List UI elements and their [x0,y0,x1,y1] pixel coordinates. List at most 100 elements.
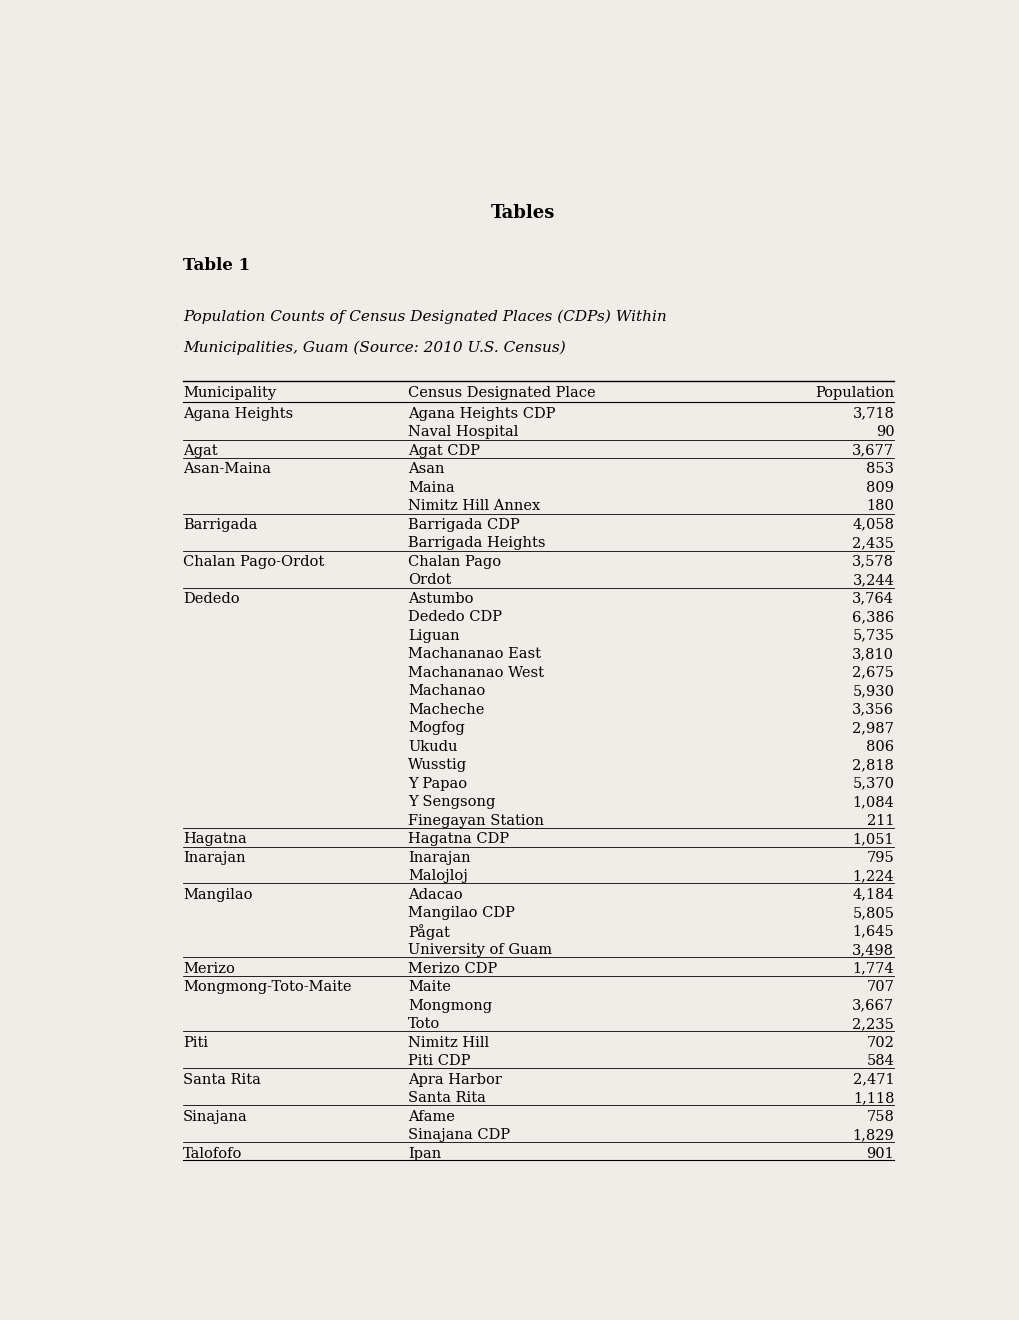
Text: Asan-Maina: Asan-Maina [182,462,271,477]
Text: Liguan: Liguan [408,628,460,643]
Text: Ordot: Ordot [408,573,451,587]
Text: Piti CDP: Piti CDP [408,1055,470,1068]
Text: 3,498: 3,498 [852,942,894,957]
Text: Malojloj: Malojloj [408,869,468,883]
Text: 901: 901 [866,1147,894,1160]
Text: Sinajana CDP: Sinajana CDP [408,1129,510,1142]
Text: Dededo CDP: Dededo CDP [408,610,501,624]
Text: Mangilao: Mangilao [182,887,252,902]
Text: Nimitz Hill Annex: Nimitz Hill Annex [408,499,540,513]
Text: 1,118: 1,118 [852,1092,894,1105]
Text: Asan: Asan [408,462,444,477]
Text: University of Guam: University of Guam [408,942,551,957]
Text: Machananao West: Machananao West [408,665,543,680]
Text: Pågat: Pågat [408,924,449,940]
Text: 6,386: 6,386 [851,610,894,624]
Text: Hagatna CDP: Hagatna CDP [408,832,508,846]
Text: Y Papao: Y Papao [408,776,467,791]
Text: Santa Rita: Santa Rita [408,1092,485,1105]
Text: Municipalities, Guam (Source: 2010 U.S. Census): Municipalities, Guam (Source: 2010 U.S. … [182,341,565,355]
Text: Naval Hospital: Naval Hospital [408,425,518,440]
Text: Mongmong-Toto-Maite: Mongmong-Toto-Maite [182,979,351,994]
Text: Barrigada: Barrigada [182,517,257,532]
Text: 2,818: 2,818 [852,758,894,772]
Text: Chalan Pago-Ordot: Chalan Pago-Ordot [182,554,324,569]
Text: 702: 702 [865,1036,894,1049]
Text: 5,805: 5,805 [852,906,894,920]
Text: Machananao East: Machananao East [408,647,541,661]
Text: Census Designated Place: Census Designated Place [408,385,595,400]
Text: 1,084: 1,084 [852,795,894,809]
Text: Talofofo: Talofofo [182,1147,242,1160]
Text: Nimitz Hill: Nimitz Hill [408,1036,489,1049]
Text: Y Sengsong: Y Sengsong [408,795,495,809]
Text: 2,435: 2,435 [852,536,894,550]
Text: 2,235: 2,235 [852,1016,894,1031]
Text: Piti: Piti [182,1036,208,1049]
Text: 707: 707 [865,979,894,994]
Text: Ipan: Ipan [408,1147,441,1160]
Text: Toto: Toto [408,1016,440,1031]
Text: Table 1: Table 1 [182,257,250,275]
Text: Afame: Afame [408,1110,454,1123]
Text: Mongmong: Mongmong [408,998,492,1012]
Text: 3,810: 3,810 [852,647,894,661]
Text: 90: 90 [874,425,894,440]
Text: 1,829: 1,829 [852,1129,894,1142]
Text: 3,667: 3,667 [851,998,894,1012]
Text: Agana Heights: Agana Heights [182,407,292,421]
Text: 5,930: 5,930 [852,684,894,698]
Text: 3,356: 3,356 [851,702,894,717]
Text: 2,987: 2,987 [852,721,894,735]
Text: 795: 795 [866,850,894,865]
Text: Wusstig: Wusstig [408,758,467,772]
Text: Maina: Maina [408,480,454,495]
Text: 1,224: 1,224 [852,869,894,883]
Text: 2,471: 2,471 [852,1073,894,1086]
Text: 4,184: 4,184 [852,887,894,902]
Text: 5,735: 5,735 [852,628,894,643]
Text: Agat: Agat [182,444,217,458]
Text: 3,677: 3,677 [852,444,894,458]
Text: Sinajana: Sinajana [182,1110,248,1123]
Text: 584: 584 [865,1055,894,1068]
Text: Maite: Maite [408,979,450,994]
Text: 3,244: 3,244 [852,573,894,587]
Text: Macheche: Macheche [408,702,484,717]
Text: Adacao: Adacao [408,887,463,902]
Text: Tables: Tables [490,205,554,222]
Text: 2,675: 2,675 [852,665,894,680]
Text: Population Counts of Census Designated Places (CDPs) Within: Population Counts of Census Designated P… [182,310,666,325]
Text: 3,718: 3,718 [852,407,894,421]
Text: Merizo CDP: Merizo CDP [408,961,497,975]
Text: Machanao: Machanao [408,684,485,698]
Text: Agana Heights CDP: Agana Heights CDP [408,407,555,421]
Text: Astumbo: Astumbo [408,591,473,606]
Text: Dededo: Dededo [182,591,239,606]
Text: Mangilao CDP: Mangilao CDP [408,906,515,920]
Text: 180: 180 [865,499,894,513]
Text: Barrigada Heights: Barrigada Heights [408,536,545,550]
Text: Municipality: Municipality [182,385,276,400]
Text: Inarajan: Inarajan [408,850,471,865]
Text: Ukudu: Ukudu [408,739,458,754]
Text: 806: 806 [865,739,894,754]
Text: 853: 853 [865,462,894,477]
Text: 758: 758 [865,1110,894,1123]
Text: Merizo: Merizo [182,961,234,975]
Text: 1,051: 1,051 [852,832,894,846]
Text: Barrigada CDP: Barrigada CDP [408,517,520,532]
Text: Mogfog: Mogfog [408,721,465,735]
Text: Finegayan Station: Finegayan Station [408,813,543,828]
Text: Population: Population [814,385,894,400]
Text: Hagatna: Hagatna [182,832,247,846]
Text: 211: 211 [866,813,894,828]
Text: 4,058: 4,058 [852,517,894,532]
Text: Apra Harbor: Apra Harbor [408,1073,501,1086]
Text: 3,578: 3,578 [852,554,894,569]
Text: 1,645: 1,645 [852,924,894,939]
Text: 1,774: 1,774 [852,961,894,975]
Text: 809: 809 [865,480,894,495]
Text: 5,370: 5,370 [852,776,894,791]
Text: Agat CDP: Agat CDP [408,444,480,458]
